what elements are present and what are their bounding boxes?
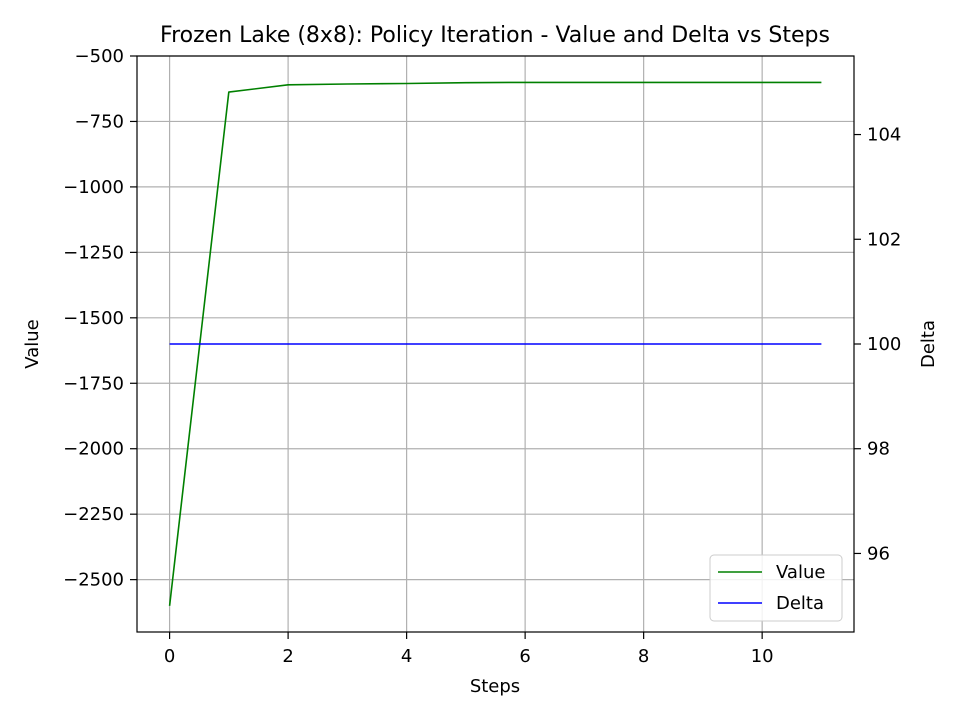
legend: Value Delta	[709, 554, 843, 622]
y-tick-label-right: 104	[867, 125, 901, 146]
gridlines	[137, 55, 854, 632]
y-tick-label-right: 102	[867, 229, 901, 250]
series-line-value	[168, 81, 822, 606]
y-tick-label-right: 98	[867, 439, 890, 460]
x-tick-label: 4	[401, 646, 412, 667]
x-tick-label: 8	[638, 646, 649, 667]
plot-series	[168, 81, 822, 606]
y-tick-label-left: −2250	[63, 504, 124, 525]
legend-label-delta: Delta	[776, 593, 824, 614]
x-tick-label: 6	[519, 646, 530, 667]
y-axis-label-left: Value	[22, 319, 43, 368]
y-tick-label-left: −1750	[63, 373, 124, 394]
axes: 0 2 4 6 8 10 −500 −750 −1000 −1250 −1500 −1750 −2000…	[63, 46, 901, 667]
y-tick-label-left: −750	[75, 111, 124, 132]
chart-title: Frozen Lake (8x8): Policy Iteration - Va…	[160, 23, 830, 48]
x-tick-label: 10	[751, 646, 774, 667]
y-tick-label-right: 96	[867, 543, 890, 564]
legend-label-value: Value	[776, 562, 825, 583]
x-axis-label: Steps	[470, 676, 520, 697]
x-tick-label: 0	[164, 646, 175, 667]
y-tick-label-left: −1000	[63, 177, 124, 198]
y-tick-label-left: −1250	[63, 242, 124, 263]
y-tick-label-right: 100	[867, 334, 901, 355]
y-tick-label-left: −2000	[63, 439, 124, 460]
y-axis-label-right: Delta	[918, 320, 939, 368]
x-tick-label: 2	[282, 646, 293, 667]
y-tick-label-left: −1500	[63, 308, 124, 329]
y-tick-label-left: −2500	[63, 570, 124, 591]
y-tick-label-left: −500	[75, 46, 124, 67]
